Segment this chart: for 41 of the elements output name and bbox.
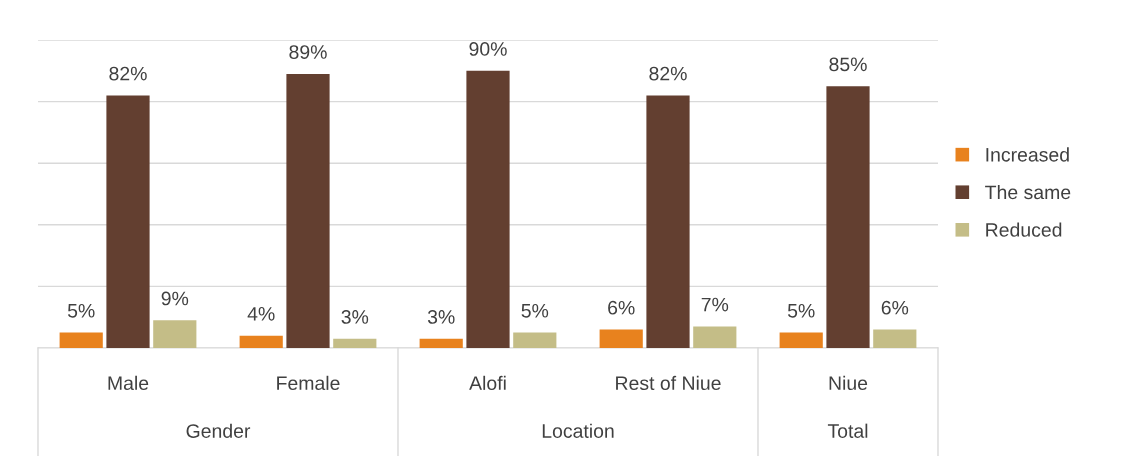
legend-label: The same <box>985 184 1071 200</box>
data-label: 3% <box>427 310 455 324</box>
data-label: 82% <box>649 66 687 81</box>
bar <box>599 329 643 348</box>
data-label: 5% <box>67 303 95 318</box>
data-label: 85% <box>829 57 867 72</box>
bar <box>106 95 150 348</box>
bar <box>693 326 737 348</box>
bar <box>153 320 197 348</box>
data-label: 6% <box>881 300 909 315</box>
data-label: 3% <box>341 310 369 324</box>
data-label: 7% <box>701 297 729 312</box>
data-label: 90% <box>469 42 507 56</box>
x-tick-label: Female <box>277 375 340 391</box>
text: Location <box>542 423 614 438</box>
text: Gender <box>186 423 251 438</box>
bar <box>419 338 463 348</box>
bar <box>779 332 823 348</box>
bar <box>239 335 283 348</box>
data-label: 82% <box>109 66 147 81</box>
data-label: 9% <box>161 291 189 306</box>
bar <box>286 73 330 348</box>
data-label: 6% <box>608 300 635 315</box>
x-tick-label: Male <box>108 375 149 391</box>
bar <box>59 332 103 348</box>
bar <box>826 86 870 348</box>
data-label: 89% <box>289 45 327 59</box>
data-label: 4% <box>247 307 275 321</box>
text: Total <box>827 423 868 438</box>
bar <box>513 332 557 348</box>
legend-label: Increased <box>986 147 1069 162</box>
bar <box>466 70 510 348</box>
data-label: 5% <box>787 303 815 318</box>
x-tick-label: Rest of Niue <box>616 375 721 391</box>
legend-label: Reduced <box>986 222 1062 237</box>
bar <box>873 329 917 348</box>
bar <box>333 338 377 348</box>
x-tick-label: Alofi <box>469 375 506 391</box>
data-label: 5% <box>521 303 549 318</box>
x-tick-label: Niue <box>829 375 868 391</box>
bar <box>646 95 690 348</box>
